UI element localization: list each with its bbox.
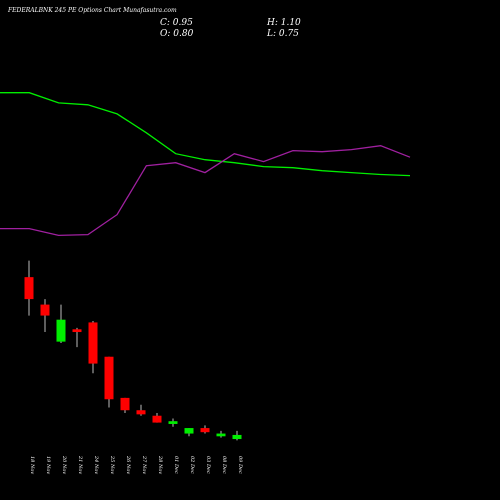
low-label: L: 0.75 [266, 29, 299, 39]
x-tick-label: 26 Nov [125, 455, 131, 474]
x-tick-label: 25 Nov [109, 455, 115, 474]
x-tick-label: 09 Dec [237, 456, 243, 474]
x-tick-label: 08 Dec [221, 456, 227, 474]
candle-body [200, 428, 210, 433]
x-tick-label: 20 Nov [61, 455, 67, 474]
x-tick-label: 19 Nov [45, 456, 51, 474]
close-label: C: 0.95 [160, 18, 193, 28]
high-label: H: 1.10 [266, 18, 301, 28]
candle-body [136, 410, 146, 415]
candle-body [152, 415, 162, 423]
candle-body [56, 319, 66, 342]
candle-body [40, 304, 50, 316]
chart-title: FEDERALBNK 245 PE Options Chart Munafasu… [7, 7, 177, 14]
x-tick-label: 03 Dec [205, 456, 211, 474]
indicator-line [0, 92, 411, 177]
x-tick-label: 28 Nov [157, 455, 163, 474]
indicator-line [0, 145, 411, 237]
candle-body [88, 322, 98, 364]
candle-body [104, 356, 114, 400]
x-tick-label: 02 Dec [189, 456, 195, 474]
x-tick-label: 01 Dec [173, 456, 179, 474]
x-tick-label: 27 Nov [141, 455, 147, 474]
x-tick-label: 18 Nov [29, 456, 35, 474]
x-tick-label: 24 Nov [93, 455, 99, 474]
x-tick-label: 21 Nov [77, 455, 83, 474]
candle-body [72, 329, 82, 333]
candle-body [120, 397, 130, 411]
candle-body [216, 433, 226, 437]
candle-body [24, 277, 34, 300]
candle-body [168, 421, 178, 424]
open-label: O: 0.80 [160, 29, 194, 39]
candle-body [232, 434, 242, 440]
candle-body [184, 428, 194, 434]
